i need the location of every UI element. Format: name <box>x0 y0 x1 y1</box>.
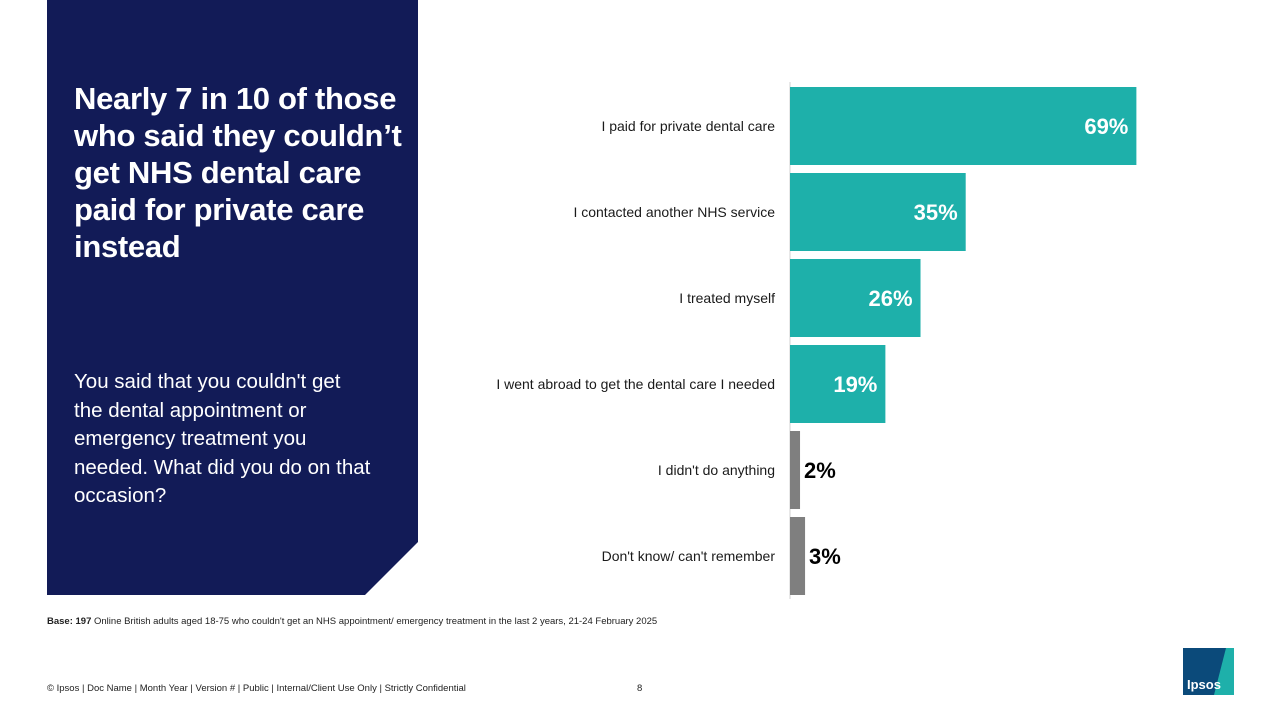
category-label: Don't know/ can't remember <box>602 548 776 564</box>
bar-6 <box>790 517 806 595</box>
bar-2 <box>790 173 966 251</box>
base-label: Base: 197 <box>47 616 92 627</box>
category-label: I treated myself <box>679 290 775 306</box>
base-text: Online British adults aged 18-75 who cou… <box>91 616 658 627</box>
footer-text: © Ipsos | Doc Name | Month Year | Versio… <box>47 683 466 694</box>
survey-question: You said that you couldn't get the denta… <box>74 370 371 507</box>
category-label: I paid for private dental care <box>601 118 775 134</box>
value-label: 69% <box>1084 114 1128 139</box>
logo-text: Ipsos <box>1187 677 1221 692</box>
bar-3 <box>790 259 921 337</box>
ipsos-logo: Ipsos <box>1183 648 1234 695</box>
category-label: I didn't do anything <box>658 462 775 478</box>
headline: Nearly 7 in 10 of those who said they co… <box>74 81 402 264</box>
value-label: 26% <box>868 286 912 311</box>
bar-4 <box>790 345 886 423</box>
category-label: I went abroad to get the dental care I n… <box>496 376 775 392</box>
bar-1 <box>790 87 1137 165</box>
value-label: 35% <box>914 200 958 225</box>
base-footnote: Base: 197 Online British adults aged 18-… <box>47 616 687 628</box>
value-label: 19% <box>833 372 877 397</box>
value-label: 3% <box>809 544 841 569</box>
title-panel: Nearly 7 in 10 of those who said they co… <box>47 0 418 595</box>
bar-5 <box>790 431 801 509</box>
page-number: 8 <box>637 683 643 694</box>
value-label: 2% <box>804 458 836 483</box>
category-label: I contacted another NHS service <box>573 204 775 220</box>
